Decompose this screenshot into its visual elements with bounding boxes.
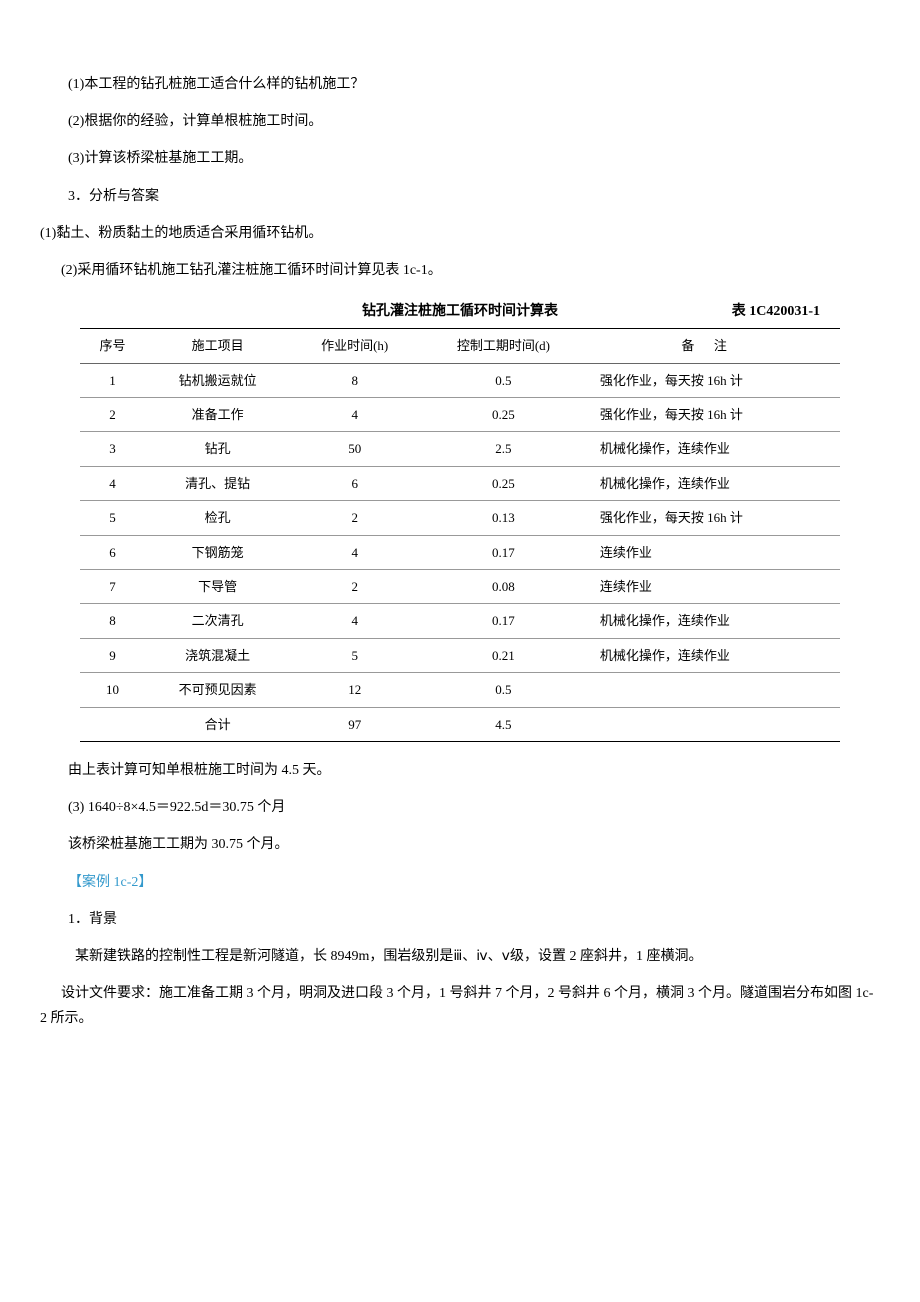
cell-days: 0.25 bbox=[419, 466, 588, 500]
cell-days: 2.5 bbox=[419, 432, 588, 466]
table-row: 2 准备工作 4 0.25 强化作业，每天按 16h 计 bbox=[80, 398, 840, 432]
cell-days: 0.5 bbox=[419, 363, 588, 397]
post-table-p1: 由上表计算可知单根桩施工时间为 4.5 天。 bbox=[40, 758, 880, 783]
cell-item: 下导管 bbox=[145, 570, 290, 604]
cell-hours: 6 bbox=[290, 466, 419, 500]
table-row: 7 下导管 2 0.08 连续作业 bbox=[80, 570, 840, 604]
table-row: 1 钻机搬运就位 8 0.5 强化作业，每天按 16h 计 bbox=[80, 363, 840, 397]
table-body: 1 钻机搬运就位 8 0.5 强化作业，每天按 16h 计 2 准备工作 4 0… bbox=[80, 363, 840, 741]
cell-item: 不可预见因素 bbox=[145, 673, 290, 707]
cell-note: 机械化操作，连续作业 bbox=[588, 638, 840, 672]
col-item: 施工项目 bbox=[145, 329, 290, 363]
cell-days: 0.17 bbox=[419, 604, 588, 638]
cell-no: 2 bbox=[80, 398, 145, 432]
cell-note: 连续作业 bbox=[588, 535, 840, 569]
table-number: 表 1C420031-1 bbox=[732, 299, 820, 324]
cycle-time-table-container: 钻孔灌注桩施工循环时间计算表 表 1C420031-1 序号 施工项目 作业时间… bbox=[80, 299, 840, 742]
cell-item: 二次清孔 bbox=[145, 604, 290, 638]
table-row: 4 清孔、提钻 6 0.25 机械化操作，连续作业 bbox=[80, 466, 840, 500]
cycle-time-table: 序号 施工项目 作业时间(h) 控制工期时间(d) 备注 1 钻机搬运就位 8 … bbox=[80, 328, 840, 742]
cell-hours: 12 bbox=[290, 673, 419, 707]
cell-note: 强化作业，每天按 16h 计 bbox=[588, 501, 840, 535]
cell-item: 钻机搬运就位 bbox=[145, 363, 290, 397]
col-note: 备注 bbox=[588, 329, 840, 363]
table-row: 10 不可预见因素 12 0.5 bbox=[80, 673, 840, 707]
table-row: 8 二次清孔 4 0.17 机械化操作，连续作业 bbox=[80, 604, 840, 638]
cell-note bbox=[588, 707, 840, 741]
cell-days: 0.08 bbox=[419, 570, 588, 604]
table-row: 3 钻孔 50 2.5 机械化操作，连续作业 bbox=[80, 432, 840, 466]
cell-note: 机械化操作，连续作业 bbox=[588, 432, 840, 466]
cell-days: 0.5 bbox=[419, 673, 588, 707]
cell-item: 浇筑混凝土 bbox=[145, 638, 290, 672]
cell-no: 8 bbox=[80, 604, 145, 638]
cell-no: 3 bbox=[80, 432, 145, 466]
col-no: 序号 bbox=[80, 329, 145, 363]
post-table-p2: (3) 1640÷8×4.5＝922.5d＝30.75 个月 bbox=[40, 795, 880, 820]
col-days: 控制工期时间(d) bbox=[419, 329, 588, 363]
cell-no: 5 bbox=[80, 501, 145, 535]
cell-days: 0.17 bbox=[419, 535, 588, 569]
cell-hours: 5 bbox=[290, 638, 419, 672]
cell-hours: 2 bbox=[290, 501, 419, 535]
cell-hours: 50 bbox=[290, 432, 419, 466]
cell-item: 准备工作 bbox=[145, 398, 290, 432]
col-hours: 作业时间(h) bbox=[290, 329, 419, 363]
case2-bg-p1: 某新建铁路的控制性工程是新河隧道，长 8949m，围岩级别是ⅲ、ⅳ、ⅴ级，设置 … bbox=[40, 944, 880, 969]
cell-hours: 97 bbox=[290, 707, 419, 741]
cell-hours: 8 bbox=[290, 363, 419, 397]
table-row: 6 下钢筋笼 4 0.17 连续作业 bbox=[80, 535, 840, 569]
case2-bg-title: 1．背景 bbox=[40, 907, 880, 932]
cell-no: 6 bbox=[80, 535, 145, 569]
case-1c-2-label: 【案例 1c-2】 bbox=[40, 870, 880, 895]
post-table-p3: 该桥梁桩基施工工期为 30.75 个月。 bbox=[40, 832, 880, 857]
cell-note: 强化作业，每天按 16h 计 bbox=[588, 363, 840, 397]
cell-no bbox=[80, 707, 145, 741]
cell-item: 检孔 bbox=[145, 501, 290, 535]
cell-no: 4 bbox=[80, 466, 145, 500]
table-header-row: 序号 施工项目 作业时间(h) 控制工期时间(d) 备注 bbox=[80, 329, 840, 363]
answer-2: (2)采用循环钻机施工钻孔灌注桩施工循环时间计算见表 1c-1。 bbox=[40, 258, 880, 283]
table-title-row: 钻孔灌注桩施工循环时间计算表 表 1C420031-1 bbox=[80, 299, 840, 324]
question-2: (2)根据你的经验，计算单根桩施工时间。 bbox=[40, 109, 880, 134]
case2-bg-p2: 设计文件要求：施工准备工期 3 个月，明洞及进口段 3 个月，1 号斜井 7 个… bbox=[40, 981, 880, 1031]
question-1: (1)本工程的钻孔桩施工适合什么样的钻机施工？ bbox=[40, 72, 880, 97]
cell-days: 0.25 bbox=[419, 398, 588, 432]
question-3: (3)计算该桥梁桩基施工工期。 bbox=[40, 146, 880, 171]
cell-hours: 4 bbox=[290, 398, 419, 432]
cell-note: 连续作业 bbox=[588, 570, 840, 604]
cell-item: 下钢筋笼 bbox=[145, 535, 290, 569]
cell-no: 1 bbox=[80, 363, 145, 397]
cell-hours: 2 bbox=[290, 570, 419, 604]
cell-no: 7 bbox=[80, 570, 145, 604]
cell-hours: 4 bbox=[290, 604, 419, 638]
cell-hours: 4 bbox=[290, 535, 419, 569]
cell-days: 4.5 bbox=[419, 707, 588, 741]
cell-item: 钻孔 bbox=[145, 432, 290, 466]
cell-item: 合计 bbox=[145, 707, 290, 741]
cell-note bbox=[588, 673, 840, 707]
cell-no: 10 bbox=[80, 673, 145, 707]
cell-note: 机械化操作，连续作业 bbox=[588, 466, 840, 500]
cell-note: 机械化操作，连续作业 bbox=[588, 604, 840, 638]
table-total-row: 合计 97 4.5 bbox=[80, 707, 840, 741]
table-title: 钻孔灌注桩施工循环时间计算表 bbox=[362, 299, 558, 324]
cell-item: 清孔、提钻 bbox=[145, 466, 290, 500]
cell-days: 0.21 bbox=[419, 638, 588, 672]
cell-no: 9 bbox=[80, 638, 145, 672]
table-row: 9 浇筑混凝土 5 0.21 机械化操作，连续作业 bbox=[80, 638, 840, 672]
table-row: 5 检孔 2 0.13 强化作业，每天按 16h 计 bbox=[80, 501, 840, 535]
cell-note: 强化作业，每天按 16h 计 bbox=[588, 398, 840, 432]
answer-1: (1)黏土、粉质黏土的地质适合采用循环钻机。 bbox=[40, 221, 880, 246]
section-analysis-heading: 3．分析与答案 bbox=[40, 184, 880, 209]
cell-days: 0.13 bbox=[419, 501, 588, 535]
